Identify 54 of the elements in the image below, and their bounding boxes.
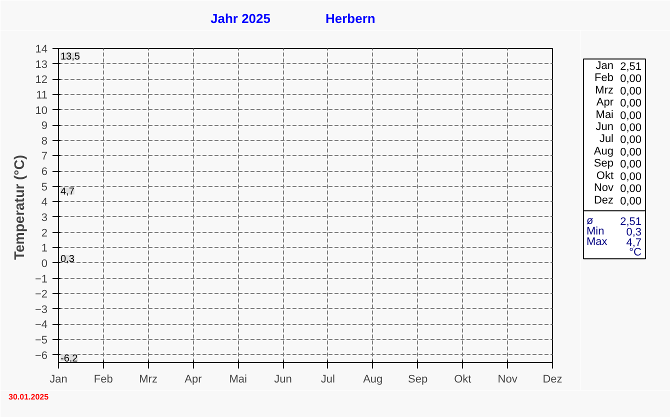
text: Okt 0,00 [596, 170, 642, 183]
y-tick-label: −2 [34, 288, 48, 301]
y-tick-label: −4 [34, 319, 48, 332]
x-tick-label: Nov [498, 374, 518, 386]
text: Mrz 0,00 [595, 84, 642, 98]
text: Apr 0,00 [596, 96, 642, 110]
x-tick-label: Mrz [139, 374, 158, 386]
x-tick-label: Sep [408, 374, 428, 386]
y-tick-label: −3 [34, 304, 48, 316]
x-tick-label: Okt [454, 374, 472, 386]
x-tick-label: Jun [274, 374, 292, 386]
data-label: 13,5 [60, 52, 80, 63]
y-tick-label: 13 [35, 58, 48, 71]
y-tick-label: 9 [41, 120, 48, 132]
x-tick-label: Aug [363, 374, 383, 386]
text: Jun 0,00 [596, 121, 642, 134]
text: Mai 0,00 [596, 108, 642, 122]
text: Jul 0,00 [599, 133, 642, 146]
x-tick-label: Dez [542, 374, 562, 386]
text: Sep 0,00 [594, 158, 642, 171]
y-tick-label: 4 [41, 196, 48, 209]
data-label: 0,3 [60, 254, 75, 265]
x-tick-label: Jan [50, 374, 68, 386]
chart-subtitle: Herbern [326, 11, 376, 26]
x-tick-label: Jul [320, 374, 335, 386]
y-tick-label: 8 [41, 135, 48, 148]
data-label: -6,2 [60, 353, 78, 364]
y-tick-label: 14 [35, 44, 48, 56]
data-label: 4,7 [60, 186, 75, 198]
y-tick-label: 11 [36, 89, 48, 102]
y-tick-label: −6 [34, 350, 48, 362]
y-tick-label: 1 [41, 242, 48, 255]
x-tick-label: Mai [229, 374, 248, 386]
y-tick-label: 3 [41, 212, 48, 224]
y-tick-label: −1 [34, 273, 48, 286]
text: Feb 0,00 [594, 72, 642, 86]
text: °C [629, 246, 642, 259]
y-axis-title: Temperatur (°C) [10, 154, 27, 260]
x-tick-label: Feb [94, 374, 113, 386]
x-tick-label: Apr [184, 374, 202, 386]
y-tick-label: 6 [41, 166, 48, 178]
text: Jan 2,51 [596, 60, 642, 73]
text: Aug 0,00 [594, 145, 642, 158]
y-tick-label: 12 [35, 74, 48, 86]
y-tick-label: 5 [41, 181, 48, 194]
text: Nov 0,00 [594, 182, 642, 196]
y-tick-label: −5 [34, 334, 48, 347]
y-tick-label: 7 [41, 150, 48, 163]
y-tick-label: 10 [35, 104, 48, 117]
chart-title: Jahr 2025 [210, 11, 270, 26]
text: Dez 0,00 [594, 194, 642, 208]
y-tick-label: 0 [41, 258, 48, 270]
y-tick-label: 2 [41, 227, 48, 240]
text: 30.01.2025 [8, 392, 50, 402]
